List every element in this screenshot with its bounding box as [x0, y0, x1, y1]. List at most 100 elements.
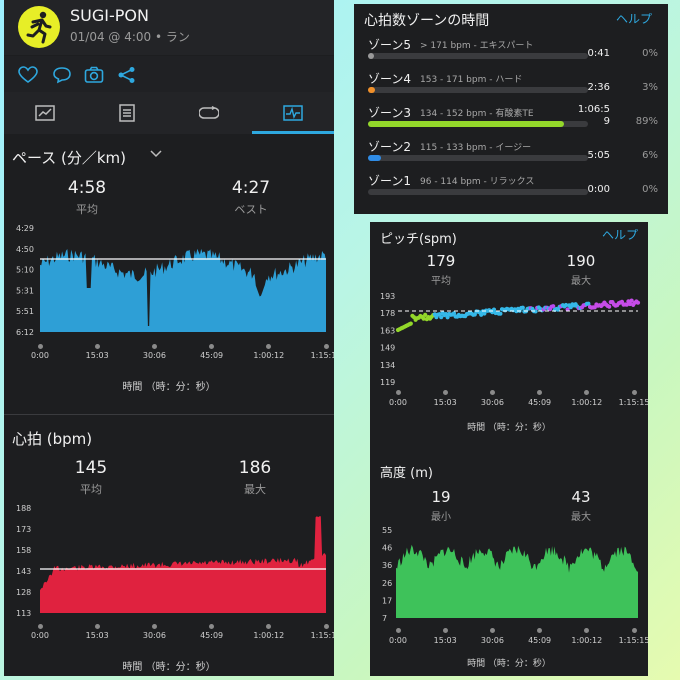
cadence-point [421, 316, 426, 321]
hr-y-tick: 173 [16, 525, 31, 534]
camera-icon[interactable] [84, 66, 104, 84]
zone-range: > 171 bpm - エキスパート [420, 41, 534, 51]
pace-y-tick: 4:50 [16, 245, 34, 254]
zone-row: ゾーン1 96 - 114 bpm - リラックス 0:00 0% [362, 170, 662, 202]
hr-chart: 188 173 158 143 128 113 [16, 504, 326, 618]
pitch-x-axis-label: 時間 （時：分：秒） [467, 423, 551, 433]
pace-x-tick-dot [151, 344, 157, 349]
cadence-point [533, 309, 538, 314]
hr-max-value: 186 [238, 458, 272, 478]
zone-row: ゾーン3 134 - 152 bpm - 有酸素TE 1:06:5 9 89% [362, 102, 662, 134]
zone-bar-fill [368, 121, 564, 127]
cadence-point [520, 305, 525, 310]
elevation-area [396, 544, 638, 618]
pace-x-tick-dot [323, 344, 329, 349]
alt-y-tick: 26 [382, 579, 392, 588]
pace-x-tick-dot [209, 344, 215, 349]
zone-bar-fill [368, 53, 374, 59]
avatar[interactable] [18, 6, 60, 48]
zone-bar-fill [368, 155, 382, 161]
zone-time: 0:00 [587, 184, 610, 195]
app-title: SUGI-PON [70, 6, 149, 25]
pitch-help-link[interactable]: ヘルプ [602, 228, 639, 242]
zone-row: ゾーン5 > 171 bpm - エキスパート 0:41 0% [362, 34, 662, 66]
pitch-x-tick-dot [442, 390, 448, 395]
alt-x-axis-label: 時間 （時：分：秒） [467, 659, 551, 669]
pace-best-label: ベスト [234, 203, 268, 216]
hr-zones-panel: 心拍数ゾーンの時間 ヘルプ ゾーン5 > 171 bpm - エキスパート 0:41… [354, 4, 668, 214]
elevation-chart: 55 46 36 26 17 7 [382, 526, 638, 623]
comment-icon[interactable] [52, 66, 72, 84]
tab-summary[interactable] [4, 92, 86, 134]
zone-bar-fill [368, 87, 375, 93]
tab-bar [4, 92, 334, 134]
alt-x-tick-label: 30:06 [480, 636, 504, 645]
zone-name: ゾーン5 [368, 38, 412, 52]
details-tab-icon [119, 104, 135, 122]
hr-x-tick-dot [209, 624, 215, 629]
pace-x-tick-label: 1:15:15 [310, 351, 334, 360]
alt-max-label: 最大 [571, 512, 591, 523]
pace-x-tick-label: 45:09 [200, 351, 224, 360]
zones-title: 心拍数ゾーンの時間 [364, 13, 490, 29]
chevron-down-icon[interactable] [150, 150, 162, 158]
zone-bar-track [368, 189, 588, 195]
cadence-point [629, 298, 634, 303]
hr-y-tick: 188 [16, 504, 31, 513]
zone-percent: 0% [642, 48, 658, 59]
alt-min-label: 最小 [431, 512, 451, 523]
pitch-y-tick: 149 [380, 344, 395, 353]
pitch-avg-label: 平均 [431, 276, 451, 287]
tab-laps[interactable] [168, 92, 250, 134]
share-icon[interactable] [117, 66, 137, 84]
pitch-y-tick: 178 [380, 309, 395, 318]
cadence-point [439, 315, 444, 320]
zone-time: 0:41 [587, 48, 610, 59]
pace-x-tick-label: 15:03 [85, 351, 109, 360]
cadence-chart: 193 178 163 149 134 119 [380, 292, 641, 387]
alt-x-tick-label: 1:00:12 [571, 636, 603, 645]
alt-min-value: 19 [431, 488, 451, 506]
pitch-x-tick-label: 15:03 [433, 398, 457, 407]
zone-time: 1:06:5 9 [577, 104, 610, 127]
pitch-x-tick-dot [395, 390, 401, 395]
tab-details[interactable] [86, 92, 168, 134]
hr-y-tick: 158 [16, 546, 31, 555]
zone-percent: 0% [642, 184, 658, 195]
hr-title: 心拍 (bpm) [12, 430, 93, 448]
hr-avg-value: 145 [74, 458, 108, 478]
hr-x-tick-dot [266, 624, 272, 629]
pitch-max-label: 最大 [571, 276, 591, 287]
cadence-point [498, 311, 503, 316]
hr-x-tick-label: 15:03 [85, 631, 109, 640]
cadence-point [408, 321, 413, 326]
tab-charts[interactable] [252, 92, 334, 134]
hr-y-tick: 128 [16, 588, 31, 597]
alt-y-tick: 46 [382, 544, 392, 553]
pitch-x-tick-dot [584, 390, 590, 395]
pitch-x-tick-label: 0:00 [389, 398, 407, 407]
charts-tab-icon [283, 105, 303, 121]
zone-range: 115 - 133 bpm - イージー [420, 143, 532, 153]
pitch-x-tick-label: 1:15:15 [618, 398, 648, 407]
alt-x-tick-label: 15:03 [433, 636, 457, 645]
zone-bar-track [368, 53, 588, 59]
cadence-point [445, 315, 450, 320]
hr-area [40, 516, 326, 613]
pitch-title: ピッチ(spm) [380, 232, 457, 247]
pitch-avg-value: 179 [426, 252, 456, 270]
hr-x-tick-label: 1:15:15 [310, 631, 334, 640]
pace-x-tick-dot [266, 344, 272, 349]
divider [4, 414, 334, 415]
cadence-point [479, 312, 484, 317]
alt-x-tick-dot [584, 628, 590, 633]
zones-help-link[interactable]: ヘルプ [616, 12, 653, 26]
hr-x-tick-label: 45:09 [200, 631, 224, 640]
cadence-point [607, 304, 612, 309]
pace-avg-label: 平均 [76, 203, 98, 216]
heart-icon[interactable] [18, 66, 38, 84]
zone-name: ゾーン1 [368, 174, 412, 188]
pitch-x-tick-dot [631, 390, 637, 395]
hr-x-tick-dot [323, 624, 329, 629]
pace-y-tick: 4:29 [16, 224, 34, 233]
